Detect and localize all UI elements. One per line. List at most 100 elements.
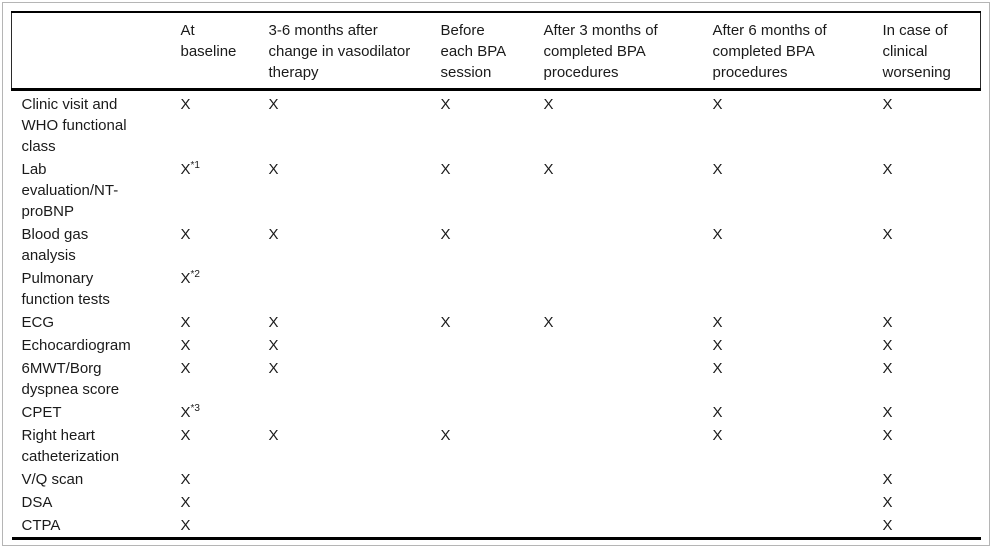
table-cell: X*1 xyxy=(171,158,259,223)
table-cell: X xyxy=(882,161,893,178)
table-row: Right heart catheterization X X X X X xyxy=(12,424,981,468)
table-cell: X xyxy=(882,517,893,534)
table-cell xyxy=(431,491,534,514)
table-cell: X xyxy=(882,226,893,243)
column-header-0 xyxy=(11,12,171,90)
table-cell xyxy=(259,468,431,491)
table-cell xyxy=(431,334,534,357)
table-cell: X xyxy=(180,494,191,511)
column-header-2: 3-6 months after change in vasodilator t… xyxy=(268,22,411,81)
table-cell: X xyxy=(180,337,191,354)
column-header-6: In case of clinical worsening xyxy=(872,12,981,90)
table-cell: X xyxy=(180,517,191,534)
row-label: Blood gas analysis xyxy=(21,226,89,264)
table-cell xyxy=(873,267,981,311)
table-container: At baseline 3-6 months after change in va… xyxy=(11,11,981,540)
table-cell: X xyxy=(712,226,723,243)
table-cell: X xyxy=(440,161,451,178)
table-cell xyxy=(534,357,703,401)
table-header-row: At baseline 3-6 months after change in va… xyxy=(11,12,981,90)
mark-footnote-ref: *3 xyxy=(190,403,200,414)
table-cell: X xyxy=(440,226,451,243)
table-cell: X xyxy=(882,471,893,488)
table-cell xyxy=(431,267,534,311)
table-cell: X xyxy=(268,161,279,178)
table-row: Clinic visit and WHO functional class X X X… xyxy=(12,90,981,159)
mark-x: X xyxy=(180,404,191,421)
table-cell xyxy=(534,424,703,468)
table-cell: X xyxy=(882,360,893,377)
column-header-4: After 3 months of completed BPA procedur… xyxy=(543,22,658,81)
column-header-1: At baseline xyxy=(180,22,237,60)
mark-x: X xyxy=(180,161,191,178)
table-cell: X xyxy=(712,337,723,354)
table-cell xyxy=(259,267,431,311)
table-row: Blood gas analysis X X X X X xyxy=(12,223,981,267)
row-label: ECG xyxy=(21,314,55,331)
table-cell xyxy=(534,267,703,311)
row-label: Pulmonary function tests xyxy=(21,270,110,308)
table-cell: X xyxy=(882,404,893,421)
mark-footnote-ref: *1 xyxy=(190,160,200,171)
table-cell: X xyxy=(440,96,451,113)
table-row: ECG X X X X X X xyxy=(12,311,981,334)
table-cell: X*3 xyxy=(171,401,259,424)
table-cell: X xyxy=(882,427,893,444)
table-cell: X xyxy=(543,96,554,113)
row-label: V/Q scan xyxy=(21,471,84,488)
table-body: Clinic visit and WHO functional class X X X… xyxy=(12,90,981,539)
table-cell: X xyxy=(268,427,279,444)
table-cell xyxy=(259,491,431,514)
table-cell: X xyxy=(268,314,279,331)
table-cell: X xyxy=(440,427,451,444)
table-cell: X xyxy=(712,427,723,444)
table-cell: X xyxy=(543,314,554,331)
table-cell: X xyxy=(712,96,723,113)
table-cell xyxy=(431,357,534,401)
table-row: CPET X*3 X X xyxy=(12,401,981,424)
row-label: DSA xyxy=(21,494,53,511)
table-cell xyxy=(259,514,431,539)
table-cell xyxy=(431,401,534,424)
table-row: CTPA X X xyxy=(12,514,981,539)
table-cell: X xyxy=(712,360,723,377)
row-label: Lab evaluation/NT- proBNP xyxy=(21,161,119,220)
table-cell xyxy=(703,514,873,539)
table-row: Echocardiogram X X X X xyxy=(12,334,981,357)
table-cell xyxy=(703,491,873,514)
mark-footnote-ref: *2 xyxy=(190,269,200,280)
table-cell: X xyxy=(440,314,451,331)
row-label: Clinic visit and WHO functional class xyxy=(21,96,127,155)
table-cell: X xyxy=(882,314,893,331)
table-header: At baseline 3-6 months after change in va… xyxy=(11,12,981,90)
table-cell xyxy=(703,267,873,311)
table-cell: X xyxy=(180,427,191,444)
row-label: Echocardiogram xyxy=(21,337,131,354)
mark-x: X xyxy=(180,270,191,287)
table-cell: X*2 xyxy=(171,267,259,311)
row-label: CTPA xyxy=(21,517,61,534)
table-cell: X xyxy=(180,471,191,488)
row-label: Right heart catheterization xyxy=(21,427,120,465)
table-row: 6MWT/Borg dyspnea score X X X X xyxy=(12,357,981,401)
table-cell: X xyxy=(882,337,893,354)
table-cell: X xyxy=(882,494,893,511)
column-header-5: After 6 months of completed BPA procedur… xyxy=(712,22,827,81)
table-cell: X xyxy=(712,161,723,178)
table-cell: X xyxy=(882,96,893,113)
table-cell: X xyxy=(268,337,279,354)
row-label: CPET xyxy=(21,404,62,421)
table-cell: X xyxy=(543,161,554,178)
table-cell: X xyxy=(180,360,191,377)
table-cell xyxy=(534,401,703,424)
table-row: Lab evaluation/NT- proBNP X*1 X X X X X xyxy=(12,158,981,223)
table-cell xyxy=(534,334,703,357)
table-row: DSA X X xyxy=(12,491,981,514)
table-cell: X xyxy=(712,314,723,331)
table-row: Pulmonary function tests X*2 xyxy=(12,267,981,311)
table-cell: X xyxy=(268,96,279,113)
row-label: 6MWT/Borg dyspnea score xyxy=(21,360,120,398)
table-cell xyxy=(703,468,873,491)
table-cell xyxy=(534,514,703,539)
